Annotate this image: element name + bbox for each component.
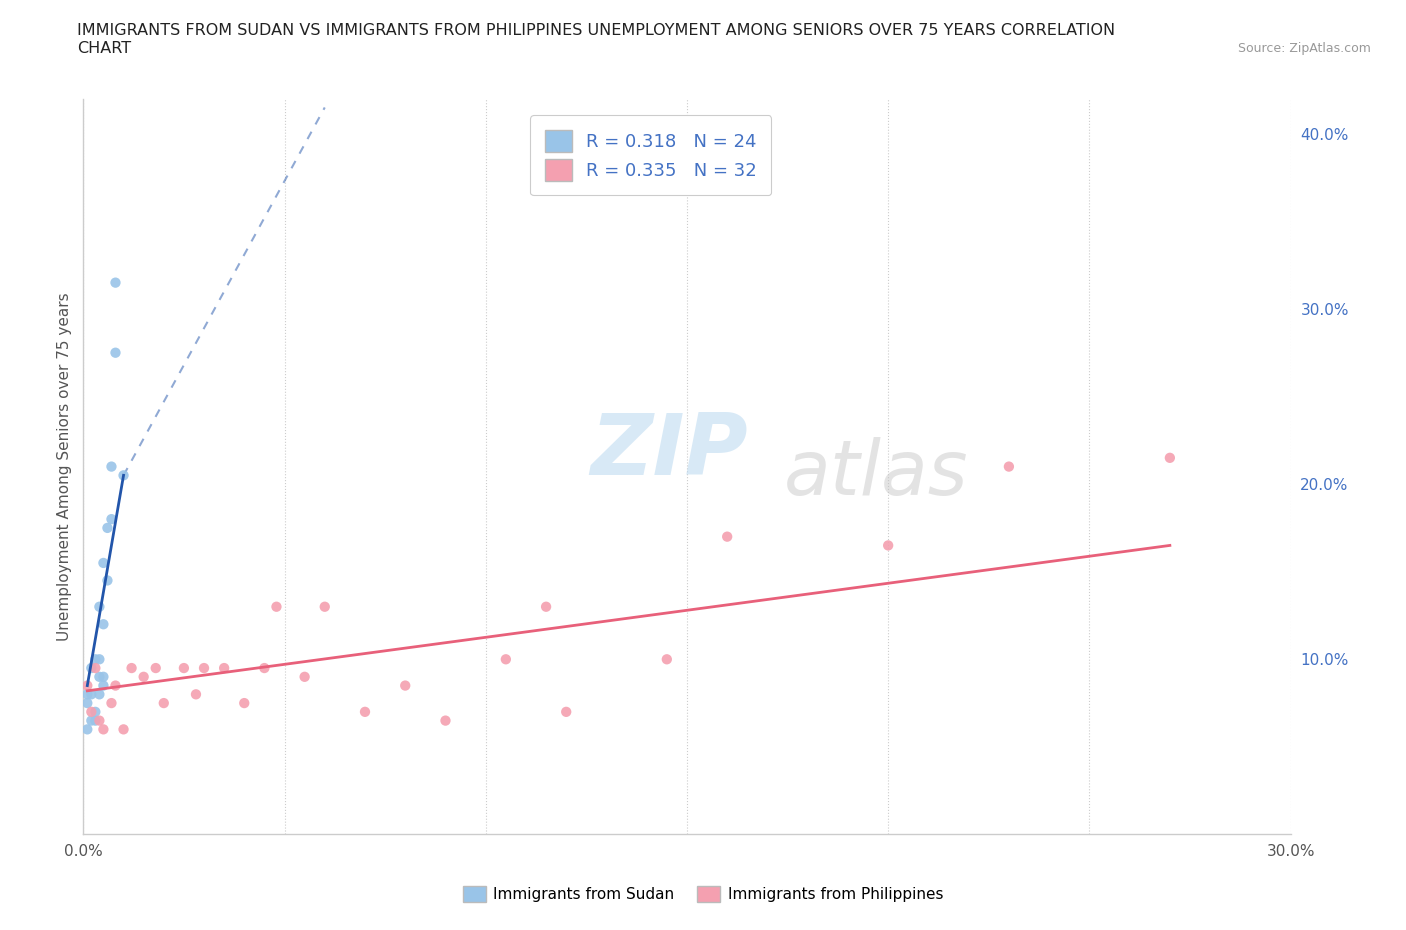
Point xyxy=(89,599,111,614)
Point xyxy=(655,652,678,667)
Point xyxy=(80,687,103,702)
Point xyxy=(89,652,111,667)
Point xyxy=(253,660,276,675)
Point xyxy=(93,722,115,737)
Y-axis label: Unemployment Among Seniors over 75 years: Unemployment Among Seniors over 75 years xyxy=(58,292,72,641)
Point xyxy=(121,660,143,675)
Text: IMMIGRANTS FROM SUDAN VS IMMIGRANTS FROM PHILIPPINES UNEMPLOYMENT AMONG SENIORS : IMMIGRANTS FROM SUDAN VS IMMIGRANTS FROM… xyxy=(77,23,1115,56)
Point xyxy=(93,670,115,684)
Point xyxy=(100,459,122,474)
Point xyxy=(84,660,107,675)
Point xyxy=(394,678,416,693)
Point xyxy=(93,617,115,631)
Point xyxy=(354,704,377,719)
Legend: R = 0.318   N = 24, R = 0.335   N = 32: R = 0.318 N = 24, R = 0.335 N = 32 xyxy=(530,115,772,195)
Point xyxy=(266,599,288,614)
Point xyxy=(294,670,316,684)
Point xyxy=(233,696,256,711)
Point xyxy=(998,459,1021,474)
Legend: Immigrants from Sudan, Immigrants from Philippines: Immigrants from Sudan, Immigrants from P… xyxy=(457,880,949,909)
Point xyxy=(495,652,517,667)
Point xyxy=(89,687,111,702)
Point xyxy=(96,521,118,536)
Point xyxy=(104,275,127,290)
Point xyxy=(100,696,122,711)
Text: atlas: atlas xyxy=(783,437,967,511)
Point xyxy=(555,704,578,719)
Point xyxy=(716,529,738,544)
Point xyxy=(93,678,115,693)
Point xyxy=(100,512,122,526)
Point xyxy=(89,713,111,728)
Point xyxy=(1159,450,1181,465)
Text: Source: ZipAtlas.com: Source: ZipAtlas.com xyxy=(1237,42,1371,55)
Point xyxy=(89,670,111,684)
Point xyxy=(80,704,103,719)
Point xyxy=(93,555,115,570)
Point xyxy=(173,660,195,675)
Point xyxy=(184,687,207,702)
Point xyxy=(534,599,557,614)
Point xyxy=(80,713,103,728)
Point xyxy=(112,722,135,737)
Point xyxy=(84,704,107,719)
Point xyxy=(112,468,135,483)
Point xyxy=(212,660,235,675)
Point xyxy=(76,722,98,737)
Point xyxy=(877,538,900,552)
Point xyxy=(76,696,98,711)
Point xyxy=(84,652,107,667)
Point xyxy=(84,713,107,728)
Point xyxy=(434,713,457,728)
Point xyxy=(104,345,127,360)
Point xyxy=(132,670,155,684)
Point xyxy=(76,678,98,693)
Text: ZIP: ZIP xyxy=(591,410,748,494)
Point xyxy=(314,599,336,614)
Point xyxy=(145,660,167,675)
Point xyxy=(152,696,174,711)
Point xyxy=(80,660,103,675)
Point xyxy=(96,573,118,588)
Point xyxy=(76,687,98,702)
Point xyxy=(104,678,127,693)
Point xyxy=(193,660,215,675)
